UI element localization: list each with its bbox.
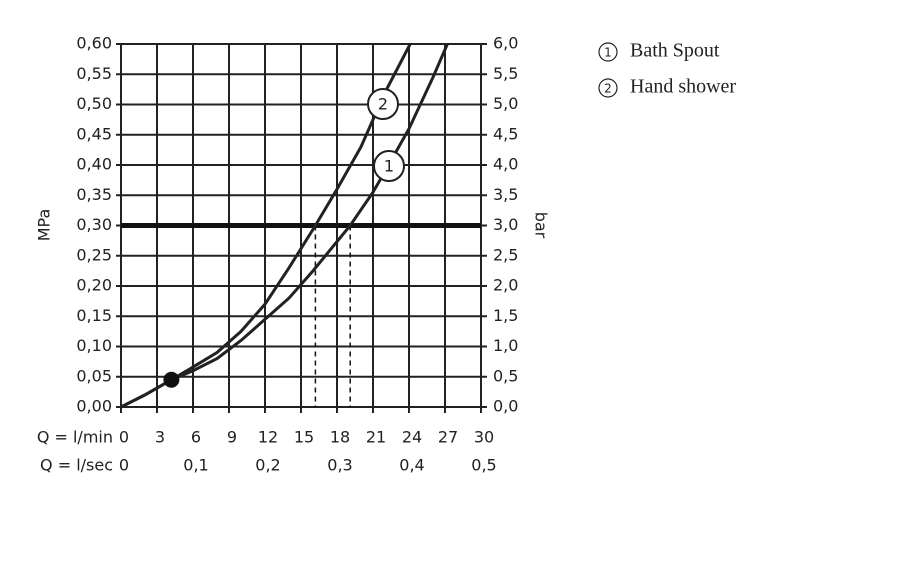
x2-tick-label: 0,5 bbox=[471, 456, 496, 475]
y-tick-label: 0,20 bbox=[76, 276, 112, 295]
x2-tick-label: 0,4 bbox=[399, 456, 424, 475]
x-tick-label: 12 bbox=[258, 428, 278, 447]
legend-marker-label: 1 bbox=[604, 46, 612, 60]
x-tick-label: 15 bbox=[294, 428, 314, 447]
y2-tick-label: 4,5 bbox=[493, 124, 518, 143]
x-tick-label: 9 bbox=[227, 428, 237, 447]
x-tick-label: 24 bbox=[402, 428, 422, 447]
y2-tick-label: 0,5 bbox=[493, 366, 518, 385]
y-tick-label: 0,00 bbox=[76, 397, 112, 416]
legend-marker bbox=[598, 42, 618, 62]
curve-marker-label: 1 bbox=[384, 157, 394, 176]
curve-marker bbox=[367, 88, 399, 120]
y-tick-label: 0,30 bbox=[76, 215, 112, 234]
x-tick-label: 18 bbox=[330, 428, 350, 447]
x-tick-label: 30 bbox=[474, 428, 494, 447]
y2-tick-label: 1,0 bbox=[493, 336, 518, 355]
y-tick-label: 0,05 bbox=[76, 366, 112, 385]
y-axis-label: MPa bbox=[35, 209, 54, 242]
y2-axis-label: bar bbox=[532, 212, 551, 239]
y-tick-label: 0,25 bbox=[76, 245, 112, 264]
x2-tick-label: 0,3 bbox=[327, 456, 352, 475]
y2-tick-label: 4,0 bbox=[493, 155, 518, 174]
y2-tick-label: 2,5 bbox=[493, 245, 518, 264]
y2-tick-label: 5,5 bbox=[493, 64, 518, 83]
y2-tick-label: 3,0 bbox=[493, 215, 518, 234]
x-tick-label: 27 bbox=[438, 428, 458, 447]
legend-marker bbox=[598, 78, 618, 98]
y2-tick-label: 5,0 bbox=[493, 94, 518, 113]
y2-tick-label: 3,5 bbox=[493, 185, 518, 204]
operating-point bbox=[163, 371, 180, 388]
y2-tick-label: 2,0 bbox=[493, 276, 518, 295]
y-tick-label: 0,35 bbox=[76, 185, 112, 204]
y2-tick-label: 6,0 bbox=[493, 34, 518, 53]
x-tick-label: 6 bbox=[191, 428, 201, 447]
y2-tick-label: 0,0 bbox=[493, 397, 518, 416]
y-tick-label: 0,10 bbox=[76, 336, 112, 355]
x2-tick-label: 0,1 bbox=[183, 456, 208, 475]
curve-marker bbox=[373, 150, 405, 182]
x2-axis-label: Q = l/sec bbox=[40, 456, 113, 475]
x-tick-label: 21 bbox=[366, 428, 386, 447]
legend-marker-label: 2 bbox=[604, 82, 612, 96]
y-tick-label: 0,60 bbox=[76, 34, 112, 53]
y2-tick-label: 1,5 bbox=[493, 306, 518, 325]
y-tick-label: 0,45 bbox=[76, 124, 112, 143]
y-tick-label: 0,15 bbox=[76, 306, 112, 325]
y-tick-label: 0,50 bbox=[76, 94, 112, 113]
curve-marker-label: 2 bbox=[378, 95, 388, 114]
x2-tick-label: 0 bbox=[119, 456, 129, 475]
x-tick-label: 0 bbox=[119, 428, 129, 447]
x-axis-label: Q = l/min bbox=[37, 428, 113, 447]
x-tick-label: 3 bbox=[155, 428, 165, 447]
y-tick-label: 0,40 bbox=[76, 155, 112, 174]
legend-label: Hand shower bbox=[630, 76, 736, 98]
y-tick-label: 0,55 bbox=[76, 64, 112, 83]
legend-label: Bath Spout bbox=[630, 40, 720, 62]
x2-tick-label: 0,2 bbox=[255, 456, 280, 475]
